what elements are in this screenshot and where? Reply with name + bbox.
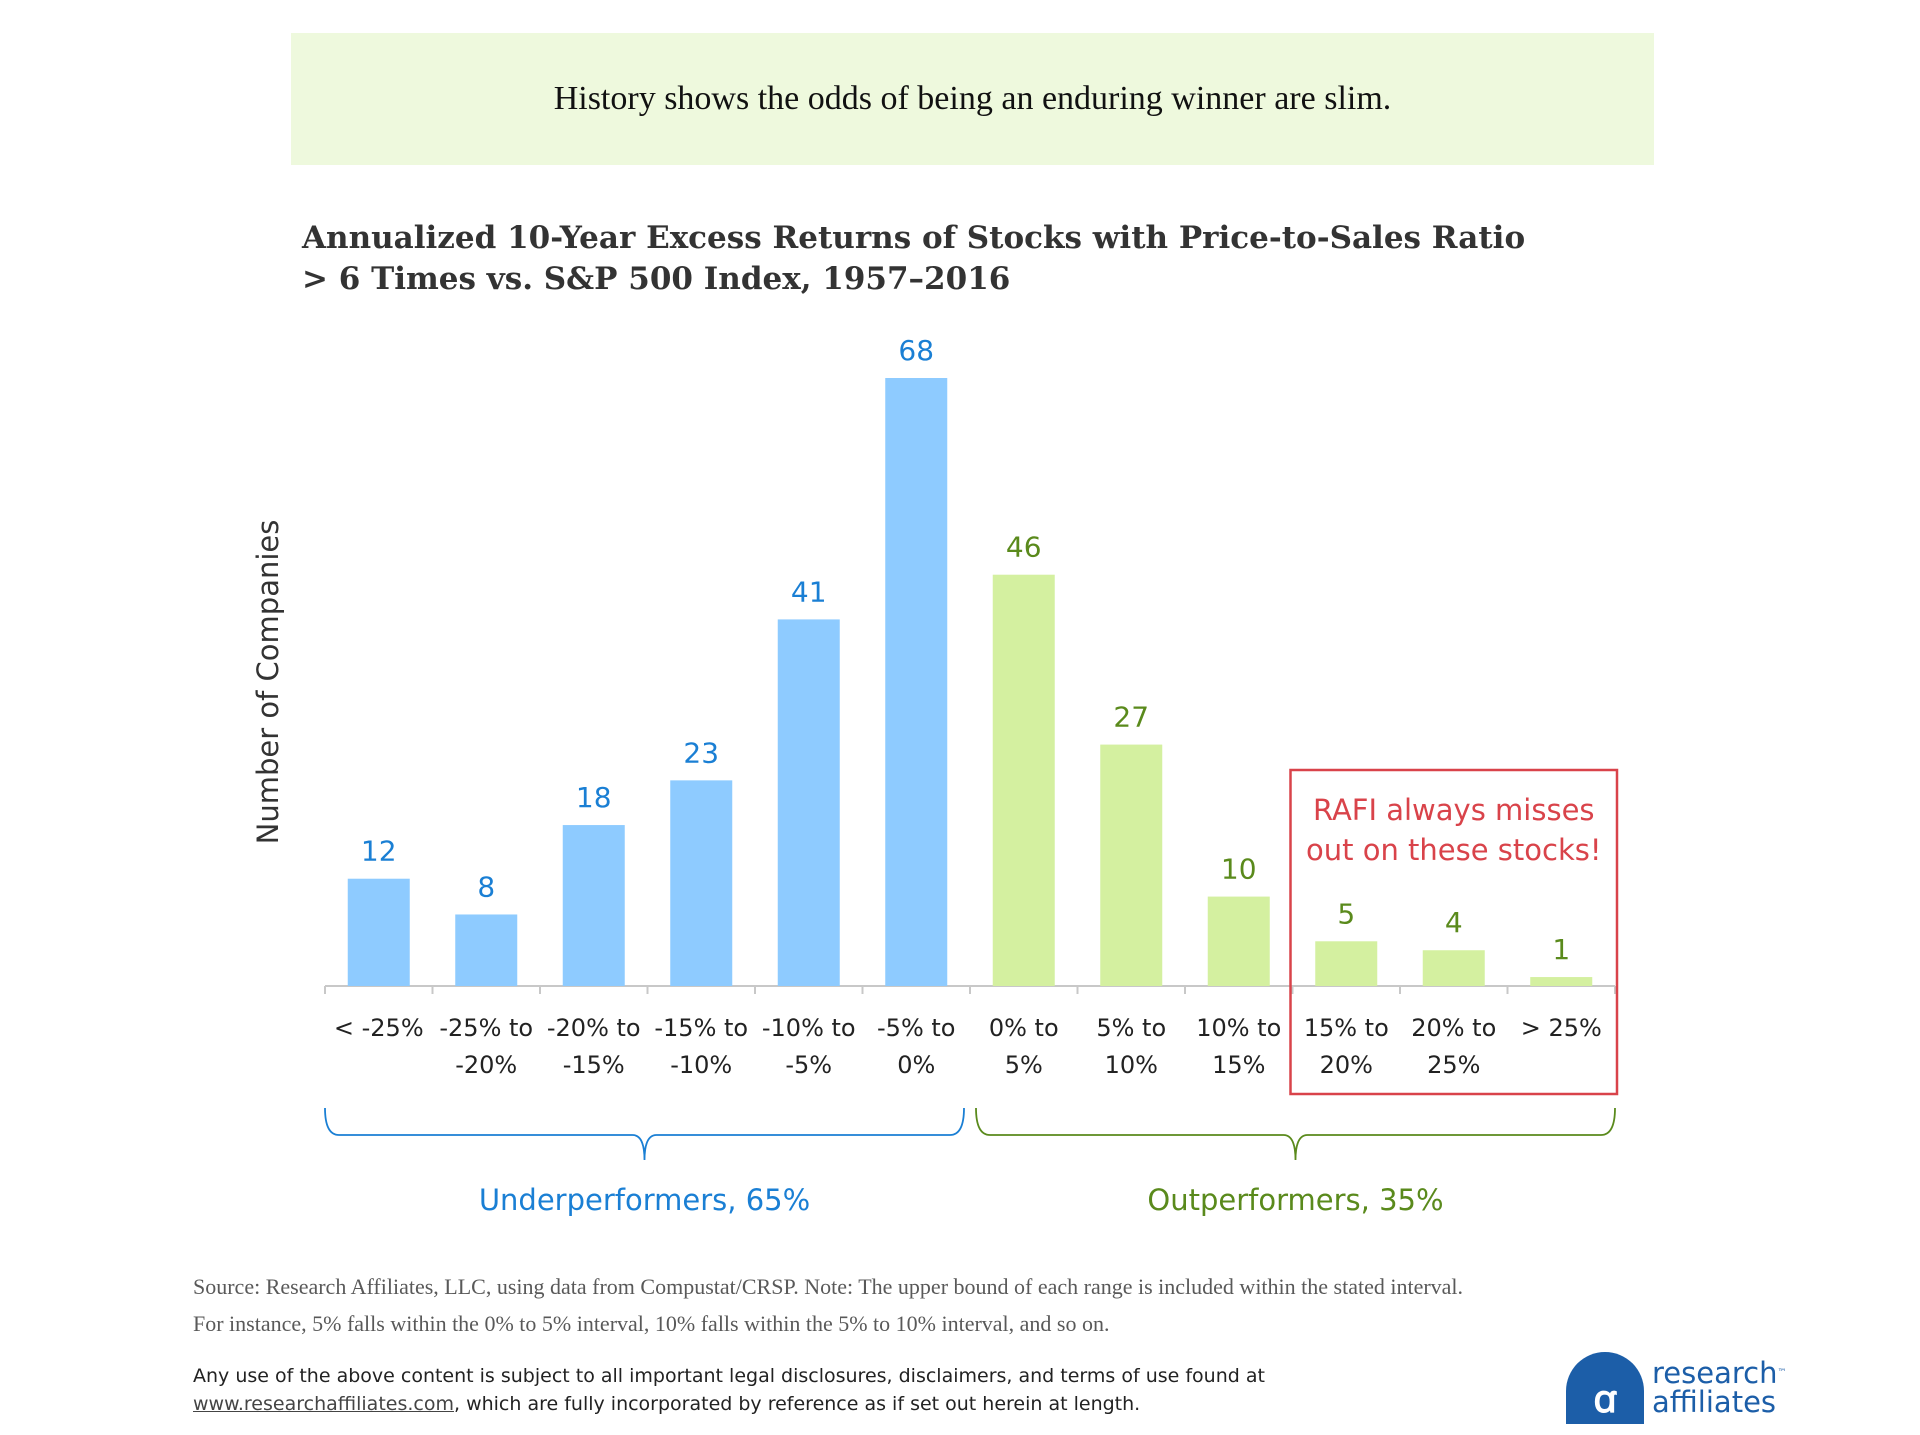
bar — [777, 619, 840, 986]
bar-value-label: 8 — [477, 870, 495, 903]
source-line-1: Source: Research Affiliates, LLC, using … — [193, 1274, 1464, 1299]
bar — [1422, 950, 1485, 986]
x-tick-label: > 25% — [1521, 1014, 1602, 1042]
bar-value-label: 68 — [898, 334, 934, 367]
bar-value-label: 41 — [791, 575, 827, 608]
chart-title: Annualized 10-Year Excess Returns of Sto… — [302, 218, 1702, 300]
logo-wordmark: research™ affiliates — [1652, 1359, 1786, 1417]
bar — [1207, 896, 1270, 986]
logo-mark-glyph: ꭤ — [1593, 1377, 1617, 1421]
research-affiliates-logo: ꭤ research™ affiliates — [1566, 1352, 1786, 1424]
headline-banner: History shows the odds of being an endur… — [291, 33, 1654, 165]
legal-disclaimer: Any use of the above content is subject … — [193, 1362, 1493, 1418]
logo-trademark: ™ — [1777, 1368, 1787, 1378]
bar — [1315, 941, 1378, 986]
logo-word-affiliates: affiliates — [1652, 1385, 1777, 1419]
legal-line-2: www.researchaffiliates.com, which are fu… — [193, 1390, 1493, 1418]
bar — [992, 574, 1055, 986]
bar — [1100, 744, 1163, 986]
annotation-text: RAFI always misses — [1313, 793, 1595, 827]
website-link[interactable]: www.researchaffiliates.com — [193, 1393, 454, 1415]
group-label: Underperformers, 65% — [479, 1183, 810, 1217]
group-brace — [975, 1107, 1616, 1161]
x-tick-label: -25% to — [439, 1014, 533, 1042]
bar — [1530, 977, 1593, 986]
bar-value-label: 23 — [683, 736, 719, 769]
bar-value-label: 18 — [576, 781, 612, 814]
x-tick-label: 0% — [897, 1051, 935, 1079]
x-tick-label: < -25% — [334, 1014, 424, 1042]
x-tick-label: 5% to — [1096, 1014, 1166, 1042]
x-tick-label: -5% to — [877, 1014, 955, 1042]
bar — [670, 780, 733, 986]
annotation-text: out on these stocks! — [1306, 833, 1602, 867]
x-tick-label: 20% — [1320, 1051, 1373, 1079]
logo-icon: ꭤ — [1566, 1352, 1644, 1424]
bar — [455, 914, 518, 986]
bar-value-label: 27 — [1113, 701, 1149, 734]
bar-value-label: 12 — [361, 835, 397, 868]
bar — [885, 378, 948, 986]
x-tick-label: -5% — [785, 1051, 832, 1079]
x-tick-label: -10% to — [762, 1014, 856, 1042]
x-tick-label: 25% — [1427, 1051, 1480, 1079]
headline-text: History shows the odds of being an endur… — [553, 80, 1392, 117]
x-tick-label: 0% to — [989, 1014, 1059, 1042]
y-axis-label: Number of Companies — [251, 520, 285, 845]
x-tick-label: 10% to — [1196, 1014, 1281, 1042]
chart-title-line-2: > 6 Times vs. S&P 500 Index, 1957–2016 — [302, 261, 1011, 297]
bar — [562, 825, 625, 986]
x-tick-label: 10% — [1105, 1051, 1158, 1079]
bar-value-label: 5 — [1337, 897, 1355, 930]
x-tick-label: -20% — [455, 1051, 517, 1079]
bar-value-label: 4 — [1445, 906, 1463, 939]
x-tick-label: 15% to — [1304, 1014, 1389, 1042]
bar-value-label: 10 — [1221, 853, 1257, 886]
legal-line-1: Any use of the above content is subject … — [193, 1365, 1265, 1387]
x-tick-label: 5% — [1005, 1051, 1043, 1079]
bar-chart: 12 < -25% 8 -25% to -20% 18 -20% to -15% 23 -15% … — [251, 334, 1619, 1217]
source-line-2: For instance, 5% falls within the 0% to … — [193, 1311, 1110, 1336]
chart-title-line-1: Annualized 10-Year Excess Returns of Sto… — [302, 220, 1526, 256]
logo-word-research: research — [1652, 1356, 1778, 1390]
x-tick-label: 20% to — [1411, 1014, 1496, 1042]
x-tick-label: -15% to — [654, 1014, 748, 1042]
bar-value-label: 46 — [1006, 531, 1042, 564]
group-label: Outperformers, 35% — [1147, 1183, 1443, 1217]
x-tick-label: 15% — [1212, 1051, 1265, 1079]
highlight-box — [1289, 768, 1619, 1096]
bar-value-label: 1 — [1552, 933, 1570, 966]
x-tick-label: -10% — [670, 1051, 732, 1079]
legal-line-2-text: , which are fully incorporated by refere… — [453, 1393, 1141, 1415]
group-brace — [324, 1107, 965, 1161]
bar — [347, 878, 410, 986]
source-note: Source: Research Affiliates, LLC, using … — [193, 1268, 1753, 1342]
x-tick-label: -20% to — [547, 1014, 641, 1042]
x-tick-label: -15% — [563, 1051, 625, 1079]
